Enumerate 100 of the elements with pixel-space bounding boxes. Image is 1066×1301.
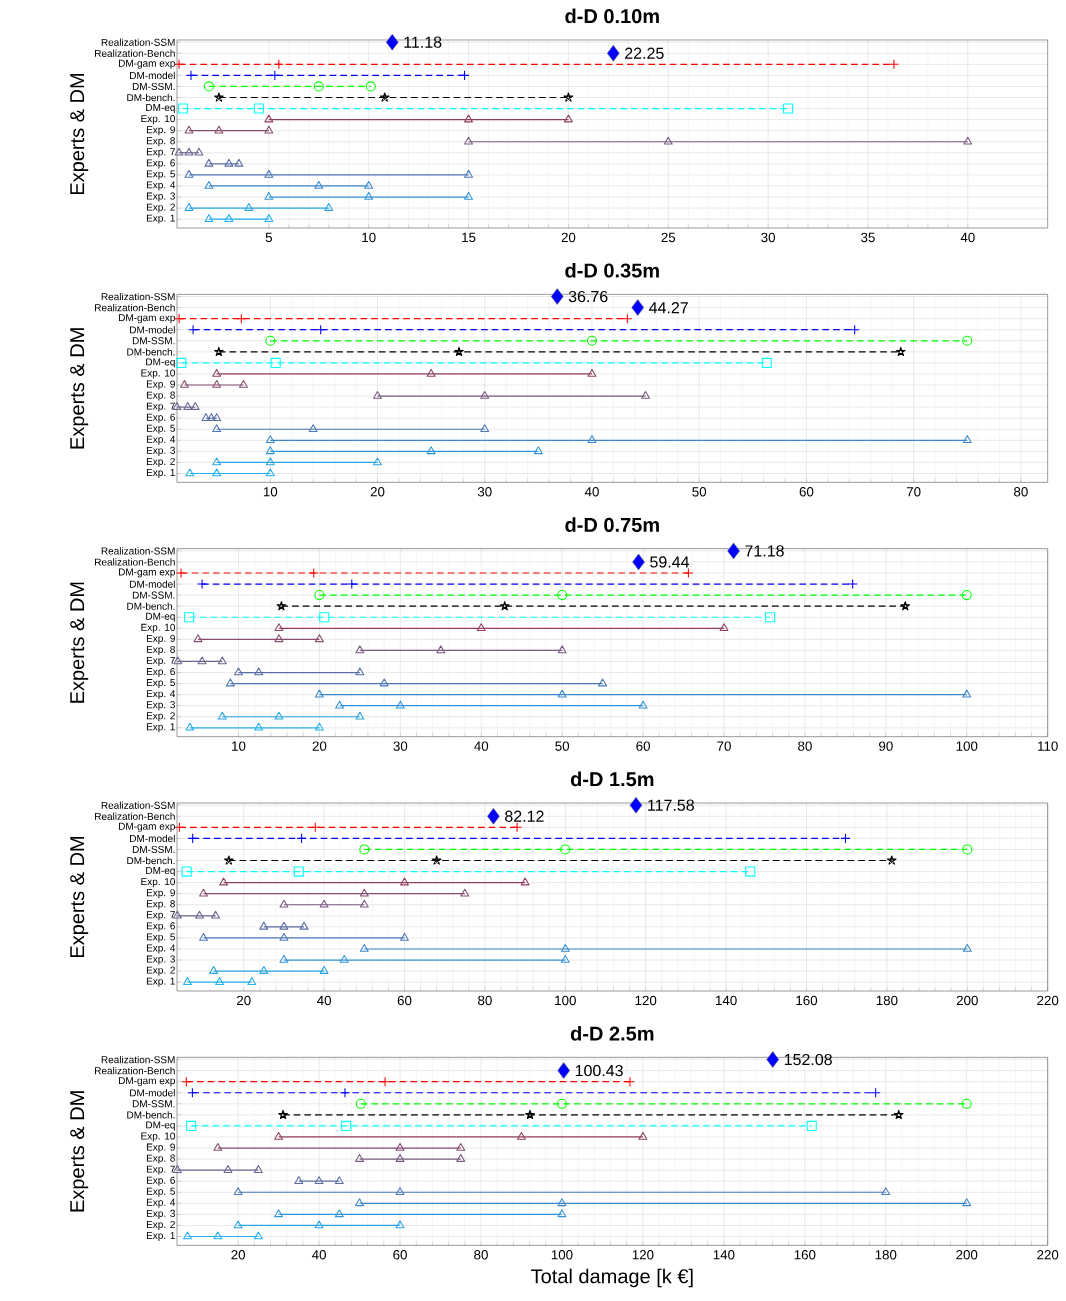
point — [219, 877, 229, 886]
point — [215, 977, 225, 985]
x-tick-label: 60 — [393, 1250, 407, 1260]
x-tick-label: 140 — [713, 1250, 735, 1260]
y-tick-label: DM-gam exp — [118, 1077, 175, 1087]
point — [341, 1120, 352, 1131]
y-tick-label: DM-eq — [146, 612, 175, 622]
point — [319, 966, 329, 974]
x-tick-label: 30 — [393, 741, 408, 751]
x-tick-label: 140 — [716, 995, 737, 1006]
point — [557, 1062, 570, 1079]
annotation: 59.44 — [650, 556, 690, 568]
y-tick-label: DM-SSM. — [132, 337, 175, 345]
x-tick-label: 40 — [960, 232, 975, 243]
y-tick-label: Exp. 2 — [146, 457, 175, 467]
point — [308, 424, 318, 433]
point — [224, 158, 234, 167]
point — [212, 468, 222, 477]
x-axis-title: Total damage [k €] — [531, 1268, 693, 1288]
y-tick-label: DM-model — [130, 326, 175, 334]
point — [359, 888, 369, 897]
point — [276, 601, 287, 611]
point — [217, 656, 227, 665]
point — [464, 169, 474, 178]
y-tick-label: Exp. 2 — [146, 1220, 175, 1230]
y-tick-label: DM-gam exp — [118, 822, 175, 832]
x-tick-label: 80 — [798, 741, 812, 751]
x-tick-label: 100 — [555, 995, 576, 1006]
x-tick-label: 40 — [584, 487, 599, 497]
x-tick-label: 30 — [761, 232, 775, 243]
point — [355, 1198, 365, 1207]
y-tick-label: DM-eq — [146, 1121, 175, 1131]
y-tick-label: Exp. 6 — [146, 159, 175, 169]
point — [259, 921, 269, 930]
chart-title: d-D 1.5m — [570, 771, 654, 787]
y-tick-label: Exp. 10 — [141, 878, 175, 888]
point — [195, 910, 204, 919]
point — [339, 1087, 351, 1098]
y-tick-label: Realization-Bench — [95, 1066, 175, 1075]
point — [436, 645, 446, 654]
x-tick-label: 40 — [311, 1250, 326, 1260]
point — [224, 855, 234, 865]
y-tick-label: Exp. 8 — [146, 391, 175, 401]
point — [963, 136, 973, 145]
y-tick-label: Exp. 9 — [146, 126, 175, 136]
point — [182, 977, 192, 985]
point — [373, 391, 382, 399]
y-tick-label: Exp. 6 — [146, 668, 175, 678]
point — [247, 977, 257, 985]
point — [233, 1187, 243, 1196]
point — [334, 1176, 344, 1185]
point — [199, 932, 208, 941]
point — [632, 553, 645, 571]
y-tick-label: DM-bench. — [127, 602, 175, 610]
point — [629, 796, 643, 814]
point — [278, 1109, 288, 1120]
y-tick-label: Exp. 3 — [146, 955, 175, 965]
point — [400, 877, 409, 886]
point — [264, 114, 274, 123]
point — [314, 180, 324, 189]
point — [622, 313, 633, 324]
point — [464, 191, 474, 200]
point — [840, 833, 851, 844]
y-tick-label: DM-model — [130, 580, 175, 588]
x-tick-label: 30 — [477, 487, 492, 497]
point — [359, 844, 370, 855]
y-axis-title: Experts & DM — [70, 1091, 89, 1212]
point — [359, 943, 369, 952]
y-tick-label: Exp. 9 — [146, 380, 175, 390]
y-tick-label: Exp. 10 — [141, 115, 175, 125]
point — [234, 667, 243, 676]
point — [557, 1209, 567, 1218]
point — [379, 678, 389, 687]
point — [346, 578, 357, 590]
y-tick-label: DM-SSM. — [132, 1100, 175, 1108]
y-tick-label: DM-eq — [146, 867, 175, 877]
point — [460, 888, 470, 897]
point — [244, 203, 254, 211]
point — [264, 125, 274, 134]
y-tick-label: Exp. 7 — [146, 1165, 175, 1175]
point — [177, 103, 189, 114]
point — [213, 346, 224, 357]
point — [888, 59, 899, 70]
x-tick-label: 80 — [1014, 487, 1028, 497]
point — [386, 33, 399, 51]
point — [456, 1142, 466, 1151]
point — [314, 1176, 324, 1185]
point — [314, 1220, 324, 1229]
y-tick-label: DM-gam exp — [118, 314, 175, 324]
y-tick-label: DM-gam exp — [118, 59, 175, 69]
point — [308, 567, 319, 579]
point — [265, 457, 275, 466]
y-axis-title: Experts & DM — [70, 836, 89, 958]
y-tick-label: Realization-Bench — [95, 558, 175, 566]
point — [212, 368, 222, 377]
y-tick-label: DM-model — [130, 1089, 175, 1097]
point — [180, 379, 189, 388]
point — [265, 446, 275, 455]
y-tick-label: DM-eq — [146, 104, 175, 114]
point — [339, 954, 349, 963]
